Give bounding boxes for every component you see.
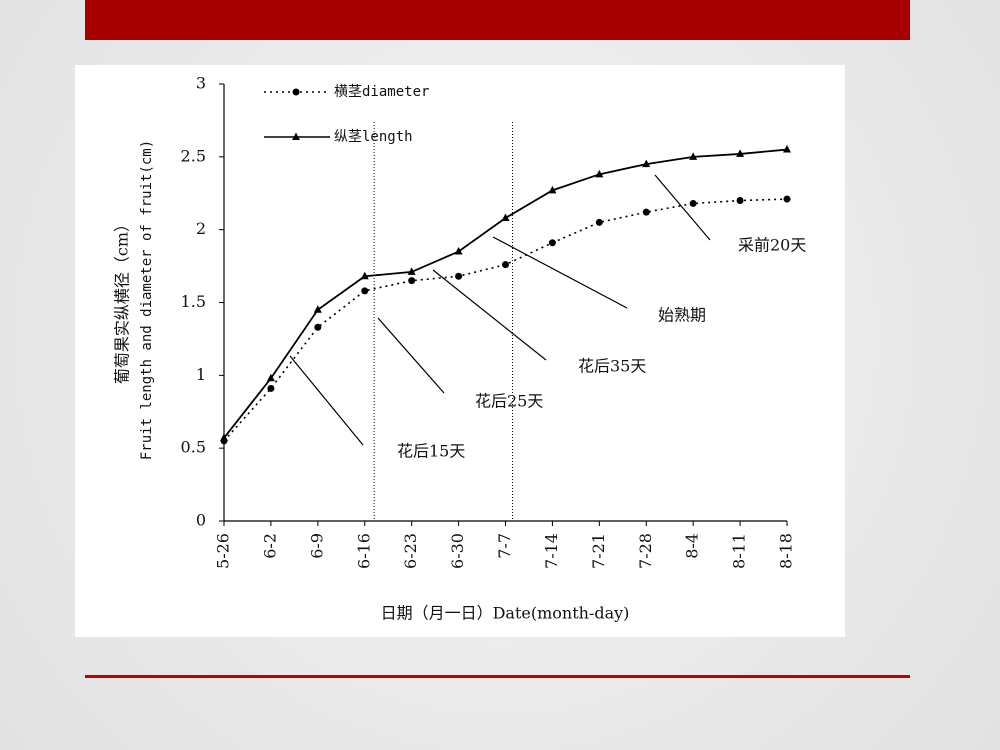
annotation: 花后35天 <box>578 357 646 376</box>
annotation-leader <box>289 355 364 446</box>
x-tick-label: 7-14 <box>542 533 561 569</box>
marker <box>267 384 275 392</box>
x-tick-label: 6-9 <box>307 533 326 559</box>
x-axis-title: 日期（月一日）Date(month-day) <box>381 604 630 623</box>
y-tick-label: 2 <box>196 219 206 238</box>
annotation: 花后15天 <box>397 442 465 461</box>
title-bar <box>85 0 910 40</box>
y-tick-label: 1.5 <box>181 292 206 311</box>
annotation-leader <box>654 174 711 241</box>
legend-marker <box>292 132 300 140</box>
marker <box>689 152 698 160</box>
x-tick-label: 6-23 <box>401 533 420 569</box>
legend-label: 横茎diameter <box>334 84 429 100</box>
x-tick-label: 5-26 <box>214 533 233 569</box>
x-tick-label: 7-7 <box>495 533 514 559</box>
marker <box>407 267 416 275</box>
marker <box>454 247 463 255</box>
annotation-leader <box>377 317 445 394</box>
marker <box>548 185 557 194</box>
y-axis-title: 葡萄果实纵横径（cm） <box>113 216 132 384</box>
x-tick-label: 6-30 <box>448 533 467 569</box>
marker <box>220 433 228 441</box>
marker <box>595 169 604 178</box>
y-tick-label: 2.5 <box>181 146 206 165</box>
marker <box>455 272 463 280</box>
annotation-leader <box>432 269 547 361</box>
y-tick-label: 0 <box>196 511 206 530</box>
marker <box>783 195 791 203</box>
divider-line <box>85 675 910 678</box>
x-tick-label: 7-21 <box>589 533 608 569</box>
marker <box>314 323 322 331</box>
marker <box>689 199 697 207</box>
y-tick-label: 3 <box>196 74 206 93</box>
marker <box>502 261 509 269</box>
marker <box>501 213 510 222</box>
marker <box>361 287 369 295</box>
legend-label: 纵茎length <box>334 129 413 145</box>
annotation: 始熟期 <box>658 306 706 325</box>
marker <box>783 145 791 153</box>
marker <box>642 208 650 216</box>
x-tick-label: 6-2 <box>260 533 279 559</box>
annotation-leader <box>492 236 628 309</box>
marker <box>736 197 744 205</box>
legend-marker <box>292 88 300 96</box>
y-tick-label: 0.5 <box>181 438 206 457</box>
x-tick-label: 8-11 <box>730 533 749 569</box>
marker <box>595 218 603 226</box>
annotation: 花后25天 <box>475 392 543 411</box>
marker <box>736 149 745 157</box>
x-tick-label: 6-16 <box>354 533 373 569</box>
y-tick-label: 1 <box>196 365 206 384</box>
marker <box>408 277 416 285</box>
annotation: 采前20天 <box>738 236 806 255</box>
chart-panel <box>75 65 845 637</box>
x-tick-label: 7-28 <box>636 533 655 569</box>
marker <box>642 159 651 168</box>
marker <box>548 239 556 247</box>
x-tick-label: 8-4 <box>683 533 702 559</box>
y-axis-title: Fruit length and diameter of fruit(cm) <box>139 140 155 460</box>
marker <box>360 271 369 280</box>
x-tick-label: 8-18 <box>777 533 796 569</box>
marker <box>266 373 275 382</box>
marker <box>313 305 322 313</box>
